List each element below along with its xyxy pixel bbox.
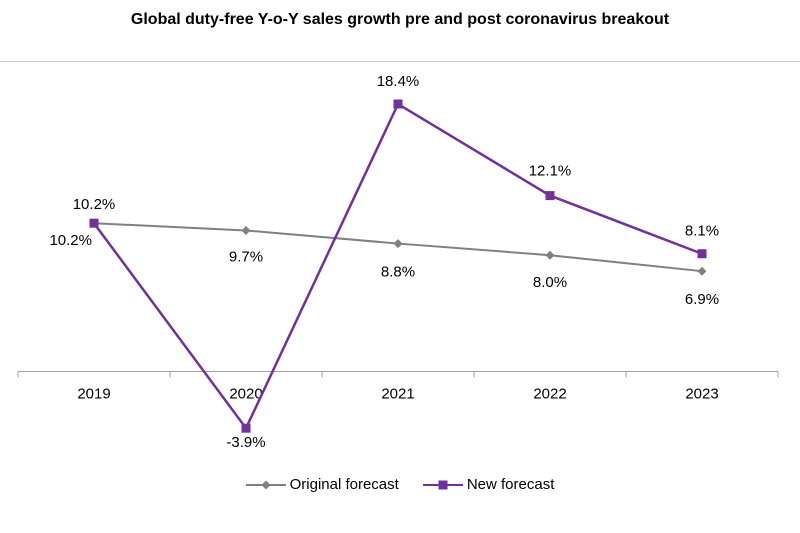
- x-tick-label: 2019: [77, 386, 110, 403]
- legend-label-original-forecast: Original forecast: [289, 476, 399, 493]
- data-label-new-forecast: 18.4%: [377, 73, 420, 90]
- legend-item-original-forecast: Original forecast: [245, 476, 399, 493]
- data-point-new-forecast: [89, 218, 99, 228]
- x-tick-label: 2022: [533, 386, 566, 403]
- data-point-new-forecast: [545, 191, 555, 201]
- legend-line-new-forecast: [422, 480, 463, 489]
- data-label-new-forecast: -3.9%: [226, 434, 265, 451]
- x-tick-label: 2021: [381, 386, 414, 403]
- diamond-marker-icon: [261, 480, 271, 489]
- x-tick-label: 2020: [229, 386, 262, 403]
- legend-line-original-forecast: [245, 480, 286, 489]
- x-tick-label: 2023: [685, 386, 718, 403]
- data-point-original-forecast: [545, 250, 555, 260]
- data-point-new-forecast: [393, 99, 403, 109]
- data-label-original-forecast: 9.7%: [229, 248, 263, 265]
- legend-label-new-forecast: New forecast: [466, 476, 555, 493]
- data-point-original-forecast: [241, 225, 251, 235]
- data-label-new-forecast: 10.2%: [73, 196, 116, 213]
- data-point-new-forecast: [697, 249, 707, 259]
- square-marker-icon: [438, 480, 448, 489]
- legend: Original forecast New forecast: [0, 476, 800, 493]
- plot-area-top-border: [0, 61, 800, 62]
- chart-title: Global duty-free Y-o-Y sales growth pre …: [130, 11, 670, 28]
- data-point-new-forecast: [241, 423, 251, 433]
- data-label-original-forecast: 8.8%: [381, 264, 415, 281]
- data-point-original-forecast: [697, 266, 707, 276]
- data-label-original-forecast: 6.9%: [685, 291, 719, 308]
- data-point-original-forecast: [393, 239, 403, 249]
- legend-item-new-forecast: New forecast: [422, 476, 555, 493]
- data-label-original-forecast: 10.2%: [49, 232, 92, 249]
- data-label-new-forecast: 8.1%: [685, 223, 719, 240]
- data-label-new-forecast: 12.1%: [529, 163, 572, 180]
- data-label-original-forecast: 8.0%: [533, 274, 567, 291]
